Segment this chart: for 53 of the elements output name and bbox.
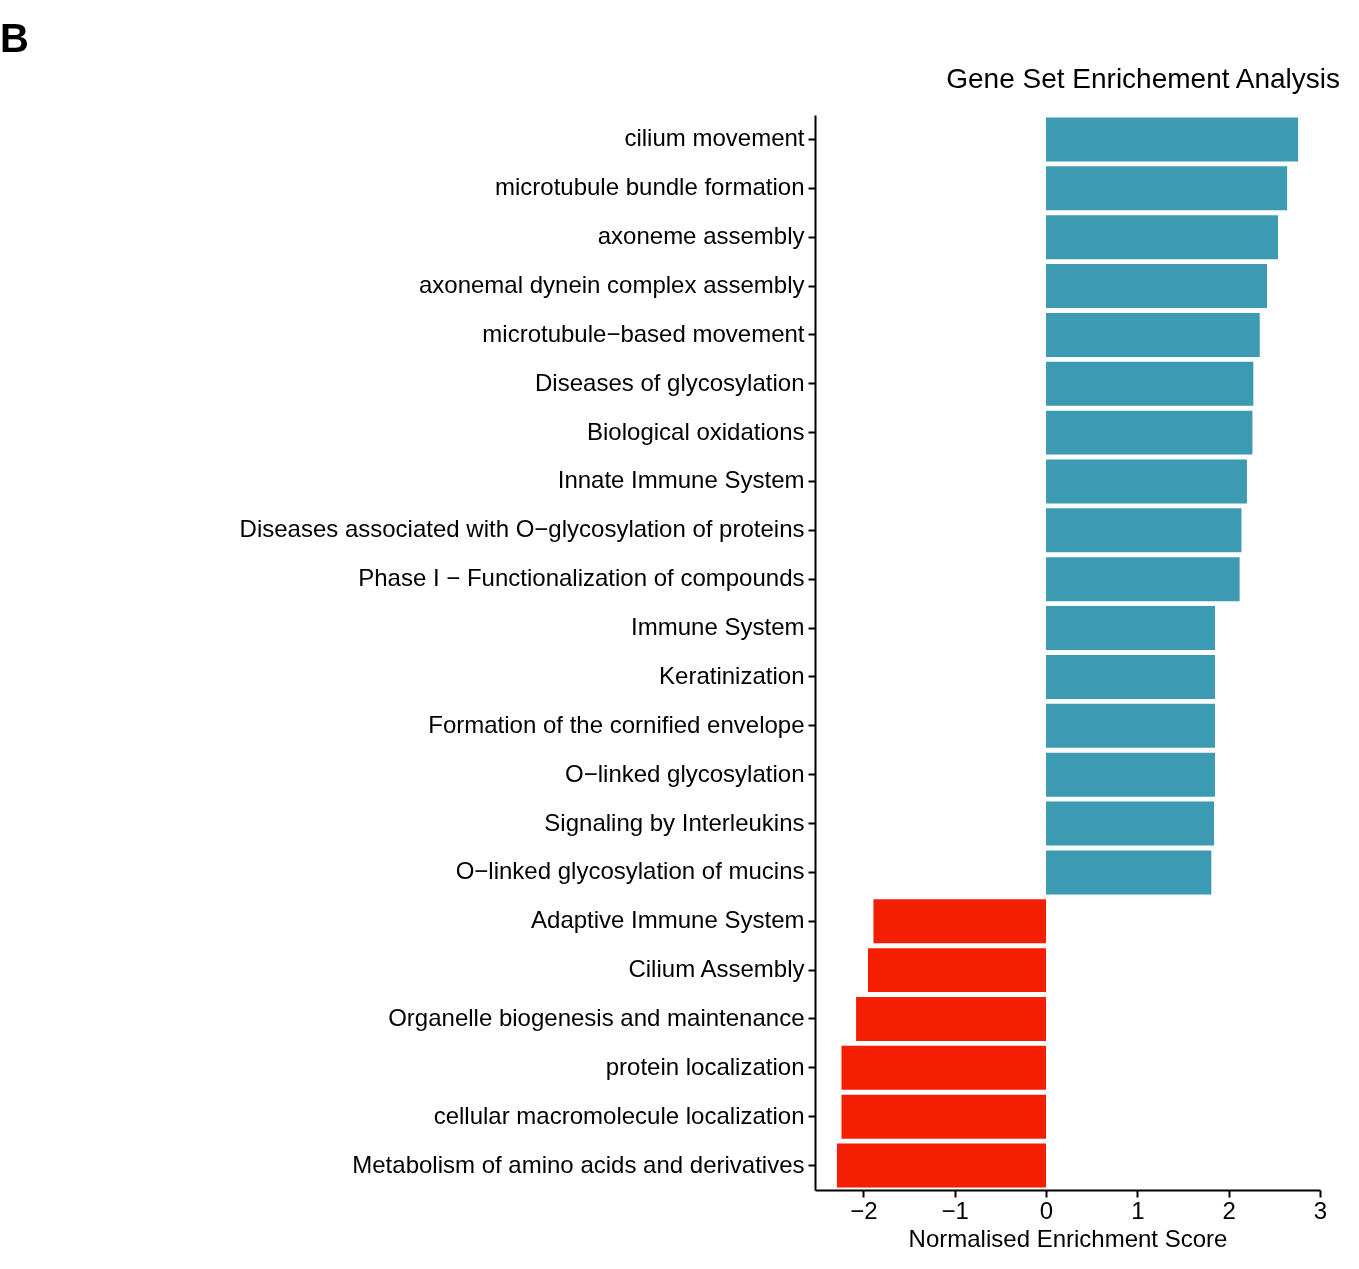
x-tick-label: 3: [1313, 1196, 1328, 1224]
bar: [841, 1045, 1047, 1090]
y-tick-label: cellular macromolecule localization: [433, 1101, 805, 1129]
y-tick-label: Adaptive Immune System: [531, 906, 805, 934]
y-tick-label: Cilium Assembly: [628, 955, 805, 983]
bar: [841, 1094, 1047, 1139]
y-tick-label: Biological oxidations: [587, 417, 805, 445]
bar: [1046, 361, 1254, 406]
x-tick-label: 1: [1131, 1196, 1145, 1224]
x-tick-label: −2: [850, 1196, 878, 1224]
bar: [1046, 312, 1260, 357]
y-tick-label: Signaling by Interleukins: [544, 808, 805, 836]
bar: [1046, 850, 1212, 895]
bar: [1046, 166, 1288, 211]
y-tick-label: cilium movement: [624, 124, 805, 152]
bar: [1046, 557, 1240, 602]
x-tick-label: 0: [1039, 1196, 1054, 1224]
bar: [856, 996, 1047, 1041]
bar: [1046, 117, 1299, 162]
bar: [1046, 654, 1215, 699]
x-axis-title: Normalised Enrichment Score: [908, 1224, 1228, 1252]
y-tick-label: axoneme assembly: [597, 222, 805, 250]
bar: [867, 948, 1047, 993]
y-tick-label: O−linked glycosylation: [565, 759, 805, 787]
y-tick-label: Diseases associated with O−glycosylation of proteins: [239, 515, 805, 543]
bar: [873, 899, 1047, 944]
x-tick-label: 2: [1222, 1196, 1236, 1224]
y-tick-label: O−linked glycosylation of mucins: [455, 857, 805, 885]
y-tick-label: microtubule bundle formation: [494, 173, 805, 201]
y-tick-label: microtubule−based movement: [482, 319, 805, 347]
y-tick-label: Diseases of glycosylation: [535, 368, 805, 396]
chart-title: Gene Set Enrichement Analysis: [946, 63, 1340, 94]
bar: [1046, 752, 1215, 797]
text: B: [0, 16, 29, 60]
y-tick-label: axonemal dynein complex assembly: [418, 271, 805, 299]
bar: [1046, 215, 1278, 260]
y-tick-label: Keratinization: [659, 661, 805, 689]
bar: [1046, 606, 1215, 651]
bar: [836, 1143, 1047, 1188]
bar: [1046, 508, 1242, 553]
y-tick-label: Formation of the cornified envelope: [428, 710, 805, 738]
y-tick-label: Phase I − Functionalization of compounds: [358, 564, 805, 592]
bar: [1046, 801, 1215, 846]
y-tick-label: Innate Immune System: [557, 466, 805, 494]
y-tick-label: Organelle biogenesis and maintenance: [388, 1003, 805, 1031]
y-tick-label: Immune System: [631, 613, 805, 641]
y-tick-label: protein localization: [605, 1052, 805, 1080]
x-tick-label: −1: [941, 1196, 969, 1224]
bar: [1046, 703, 1215, 748]
y-tick-label: Metabolism of amino acids and derivatives: [352, 1150, 805, 1178]
bar: [1046, 459, 1247, 504]
bar: [1046, 264, 1268, 309]
bar: [1046, 410, 1253, 455]
